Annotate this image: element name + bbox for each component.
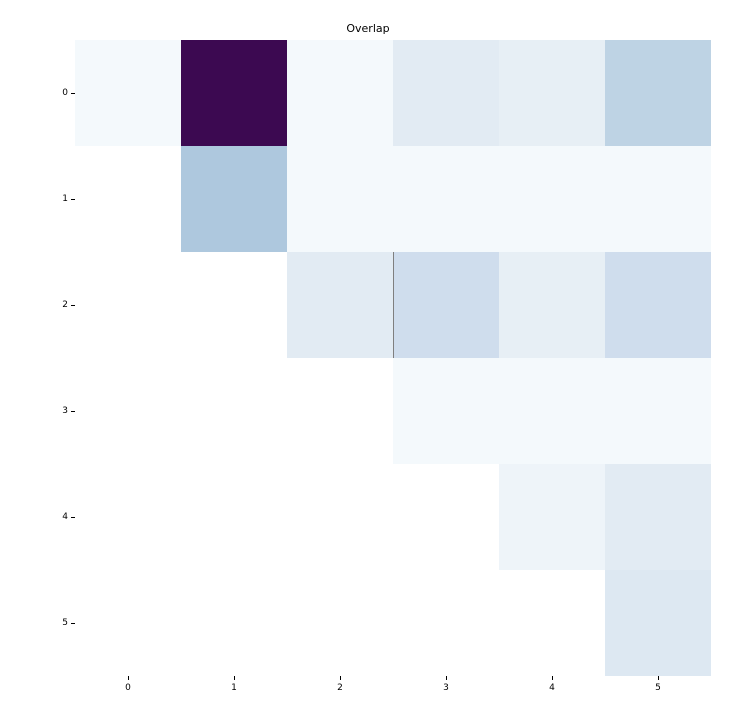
heatmap-cell bbox=[287, 358, 393, 464]
xtick-label: 4 bbox=[549, 683, 555, 693]
heatmap-axes bbox=[75, 40, 711, 676]
heatmap-cell bbox=[287, 570, 393, 676]
heatmap-cell bbox=[499, 464, 605, 570]
heatmap-cell bbox=[605, 40, 711, 146]
ytick-label: 2 bbox=[62, 300, 68, 310]
xtick-mark bbox=[446, 676, 447, 680]
heatmap-cell bbox=[287, 252, 393, 358]
ytick-label: 1 bbox=[62, 194, 68, 204]
ytick-label: 4 bbox=[62, 512, 68, 522]
heatmap-cell bbox=[605, 464, 711, 570]
heatmap-cell bbox=[287, 40, 393, 146]
heatmap-cell bbox=[393, 464, 499, 570]
heatmap-cell bbox=[605, 146, 711, 252]
xtick-mark bbox=[128, 676, 129, 680]
xtick-label: 5 bbox=[655, 683, 661, 693]
heatmap-grid bbox=[75, 40, 711, 676]
heatmap-cell bbox=[605, 570, 711, 676]
heatmap-cell bbox=[605, 252, 711, 358]
xtick-mark bbox=[340, 676, 341, 680]
heatmap-cell bbox=[499, 252, 605, 358]
heatmap-cell bbox=[181, 252, 287, 358]
grid-midline bbox=[393, 252, 394, 358]
chart-title: Overlap bbox=[0, 22, 736, 35]
heatmap-cell bbox=[499, 146, 605, 252]
heatmap-cell bbox=[181, 358, 287, 464]
heatmap-cell bbox=[393, 146, 499, 252]
xtick-mark bbox=[234, 676, 235, 680]
heatmap-cell bbox=[75, 40, 181, 146]
xtick-label: 0 bbox=[125, 683, 131, 693]
heatmap-cell bbox=[181, 40, 287, 146]
heatmap-cell bbox=[287, 464, 393, 570]
xtick-mark bbox=[552, 676, 553, 680]
xtick-label: 3 bbox=[443, 683, 449, 693]
xtick-mark bbox=[658, 676, 659, 680]
heatmap-cell bbox=[605, 358, 711, 464]
ytick-label: 5 bbox=[62, 618, 68, 628]
heatmap-cell bbox=[75, 146, 181, 252]
heatmap-cell bbox=[181, 464, 287, 570]
heatmap-cell bbox=[75, 252, 181, 358]
ytick-mark bbox=[71, 93, 75, 94]
ytick-mark bbox=[71, 199, 75, 200]
heatmap-cell bbox=[75, 570, 181, 676]
xtick-label: 1 bbox=[231, 683, 237, 693]
heatmap-cell bbox=[75, 464, 181, 570]
figure: Overlap 0 1 2 3 4 5 0 1 2 3 4 5 bbox=[0, 0, 736, 726]
heatmap-cell bbox=[499, 570, 605, 676]
heatmap-cell bbox=[393, 252, 499, 358]
heatmap-cell bbox=[181, 146, 287, 252]
heatmap-cell bbox=[393, 570, 499, 676]
heatmap-cell bbox=[393, 358, 499, 464]
ytick-mark bbox=[71, 517, 75, 518]
ytick-mark bbox=[71, 411, 75, 412]
ytick-mark bbox=[71, 623, 75, 624]
xtick-label: 2 bbox=[337, 683, 343, 693]
heatmap-cell bbox=[393, 40, 499, 146]
heatmap-cell bbox=[287, 146, 393, 252]
heatmap-cell bbox=[499, 358, 605, 464]
ytick-label: 0 bbox=[62, 88, 68, 98]
heatmap-cell bbox=[499, 40, 605, 146]
heatmap-cell bbox=[75, 358, 181, 464]
heatmap-cell bbox=[181, 570, 287, 676]
ytick-label: 3 bbox=[62, 406, 68, 416]
ytick-mark bbox=[71, 305, 75, 306]
